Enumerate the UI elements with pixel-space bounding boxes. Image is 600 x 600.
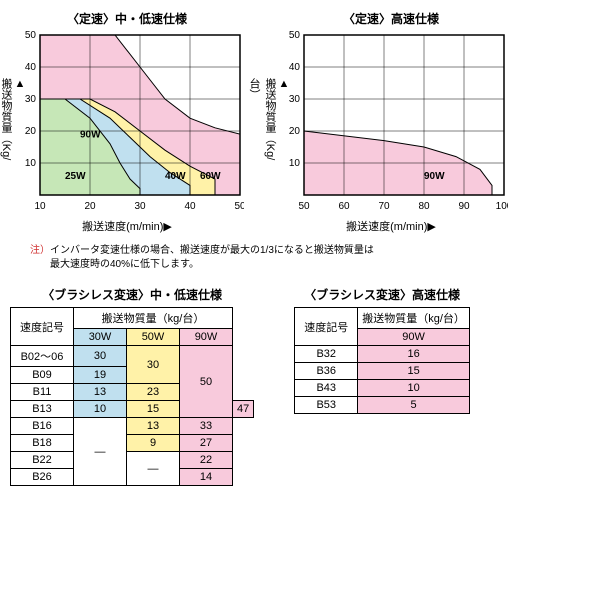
chart-fixed-high: 〈定速〉高速仕様 ▲搬送物質量（Kg/台） 506070809010010203…: [274, 10, 508, 234]
svg-text:50: 50: [289, 31, 301, 41]
svg-text:30: 30: [289, 94, 301, 105]
svg-text:60W: 60W: [200, 171, 221, 182]
svg-text:40: 40: [25, 62, 37, 73]
svg-text:100: 100: [496, 201, 508, 212]
chart-fixed-lowmid: 〈定速〉中・低速仕様 ▲搬送物質量（Kg/台） 1020304050102030…: [10, 10, 244, 234]
table2: 速度記号搬送物質量（kg/台）90WB3216B3615B4310B535: [294, 307, 470, 414]
table1: 速度記号搬送物質量（kg/台）30W50W90WB02〜06303050B091…: [10, 307, 254, 486]
chart1-svg: 10 20 30 40 50 10 20 30 40 50 90W 60W 40W 25W: [10, 31, 244, 213]
svg-text:10: 10: [289, 158, 301, 169]
svg-text:60: 60: [338, 201, 350, 212]
chart-row: 〈定速〉中・低速仕様 ▲搬送物質量（Kg/台） 10 20 30 40 50 10 20 30…: [10, 10, 590, 234]
svg-text:40: 40: [184, 201, 196, 212]
svg-text:40: 40: [289, 62, 301, 73]
chart2-xlabel: 搬送速度(m/min)▶: [346, 218, 436, 234]
chart1-ylabel: ▲搬送物質量（Kg/台）: [0, 77, 26, 170]
svg-text:90W: 90W: [424, 171, 445, 182]
svg-text:80: 80: [418, 201, 430, 212]
table1-title: 〈ブラシレス変速〉中・低速仕様: [42, 286, 222, 303]
chart2-ylabel: ▲搬送物質量（Kg/台）: [246, 77, 290, 170]
chart1-title: 〈定速〉中・低速仕様: [67, 10, 187, 27]
chart1-body: ▲搬送物質量（Kg/台） 1020304050102030405090W60W4…: [10, 31, 244, 216]
svg-text:30: 30: [25, 94, 37, 105]
svg-text:25W: 25W: [65, 171, 86, 182]
svg-text:20: 20: [25, 126, 37, 137]
footnote: 注）インバータ変速仕様の場合、搬送速度が最大の1/3になると搬送物質量は 最大速…: [30, 244, 590, 272]
svg-text:30: 30: [134, 201, 146, 212]
svg-text:90: 90: [458, 201, 470, 212]
svg-text:20: 20: [289, 126, 301, 137]
chart2-body: ▲搬送物質量（Kg/台） 5060708090100102030405090W: [274, 31, 508, 216]
svg-text:10: 10: [25, 158, 37, 169]
tables-row: 〈ブラシレス変速〉中・低速仕様 速度記号搬送物質量（kg/台）30W50W90W…: [10, 286, 590, 486]
table1-wrap: 〈ブラシレス変速〉中・低速仕様 速度記号搬送物質量（kg/台）30W50W90W…: [10, 286, 254, 486]
chart1-xlabel: 搬送速度(m/min)▶: [82, 218, 172, 234]
svg-text:50: 50: [234, 201, 244, 212]
svg-text:90W: 90W: [80, 129, 101, 140]
table2-wrap: 〈ブラシレス変速〉高速仕様 速度記号搬送物質量（kg/台）90WB3216B36…: [294, 286, 470, 414]
svg-text:50: 50: [25, 31, 37, 41]
chart2-title: 〈定速〉高速仕様: [343, 10, 439, 27]
svg-text:70: 70: [378, 201, 390, 212]
table2-title: 〈ブラシレス変速〉高速仕様: [304, 286, 460, 303]
svg-text:10: 10: [34, 201, 46, 212]
svg-text:50: 50: [298, 201, 310, 212]
svg-text:40W: 40W: [165, 171, 186, 182]
chart2-svg: 50 60 70 80 90 100 10 20 30 40 50 90W: [274, 31, 508, 213]
svg-text:20: 20: [84, 201, 96, 212]
